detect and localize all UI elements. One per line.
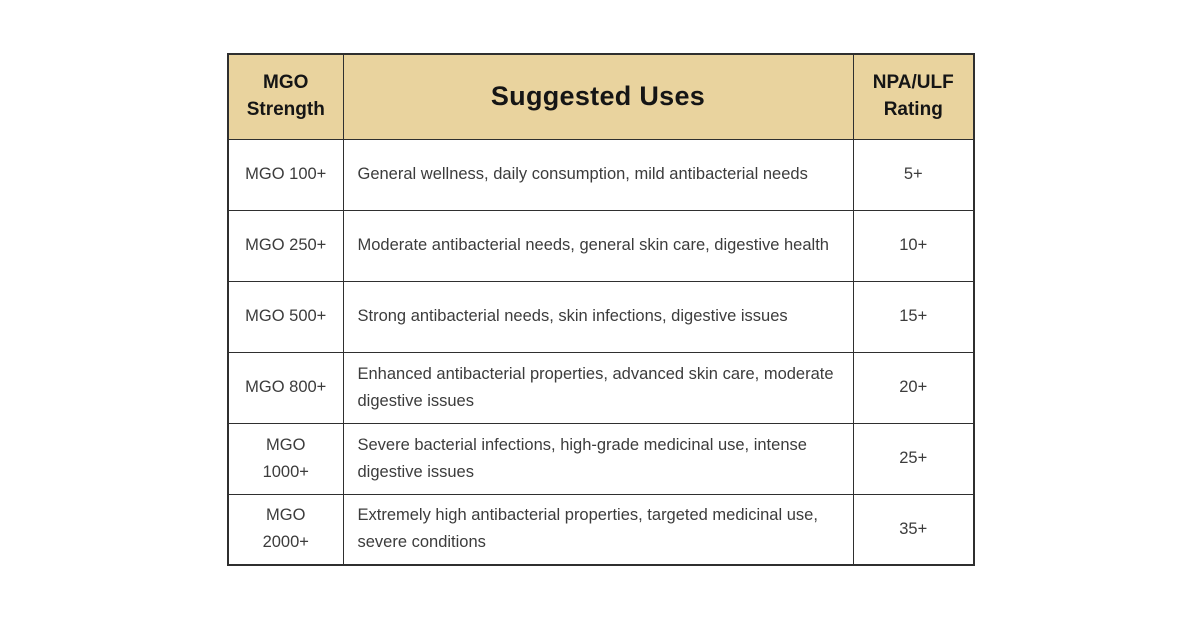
cell-npa-ulf-rating: 5+ bbox=[852, 138, 975, 211]
table-row: MGO 100+ General wellness, daily consump… bbox=[227, 138, 975, 211]
cell-mgo-strength: MGO 1000+ bbox=[227, 422, 344, 495]
cell-mgo-strength: MGO 250+ bbox=[227, 209, 344, 282]
cell-npa-ulf-rating: 25+ bbox=[852, 422, 975, 495]
header-npa-ulf-rating: NPA/ULF Rating bbox=[852, 53, 975, 140]
cell-suggested-uses: Enhanced antibacterial properties, advan… bbox=[342, 351, 854, 424]
header-suggested-uses: Suggested Uses bbox=[342, 53, 854, 140]
table-row: MGO 500+ Strong antibacterial needs, ski… bbox=[227, 280, 975, 353]
table-row: MGO 2000+ Extremely high antibacterial p… bbox=[227, 493, 975, 566]
cell-npa-ulf-rating: 20+ bbox=[852, 351, 975, 424]
cell-mgo-strength: MGO 2000+ bbox=[227, 493, 344, 566]
header-mgo-strength: MGO Strength bbox=[227, 53, 344, 140]
cell-suggested-uses: General wellness, daily consumption, mil… bbox=[342, 138, 854, 211]
cell-suggested-uses: Severe bacterial infections, high-grade … bbox=[342, 422, 854, 495]
cell-mgo-strength: MGO 800+ bbox=[227, 351, 344, 424]
table-row: MGO 1000+ Severe bacterial infections, h… bbox=[227, 422, 975, 495]
cell-mgo-strength: MGO 500+ bbox=[227, 280, 344, 353]
cell-suggested-uses: Extremely high antibacterial properties,… bbox=[342, 493, 854, 566]
cell-mgo-strength: MGO 100+ bbox=[227, 138, 344, 211]
table-row: MGO 800+ Enhanced antibacterial properti… bbox=[227, 351, 975, 424]
mgo-strength-table: MGO Strength Suggested Uses NPA/ULF Rati… bbox=[227, 53, 975, 566]
cell-suggested-uses: Strong antibacterial needs, skin infecti… bbox=[342, 280, 854, 353]
header-row: MGO Strength Suggested Uses NPA/ULF Rati… bbox=[227, 53, 975, 140]
cell-npa-ulf-rating: 15+ bbox=[852, 280, 975, 353]
cell-npa-ulf-rating: 10+ bbox=[852, 209, 975, 282]
cell-suggested-uses: Moderate antibacterial needs, general sk… bbox=[342, 209, 854, 282]
cell-npa-ulf-rating: 35+ bbox=[852, 493, 975, 566]
table-row: MGO 250+ Moderate antibacterial needs, g… bbox=[227, 209, 975, 282]
